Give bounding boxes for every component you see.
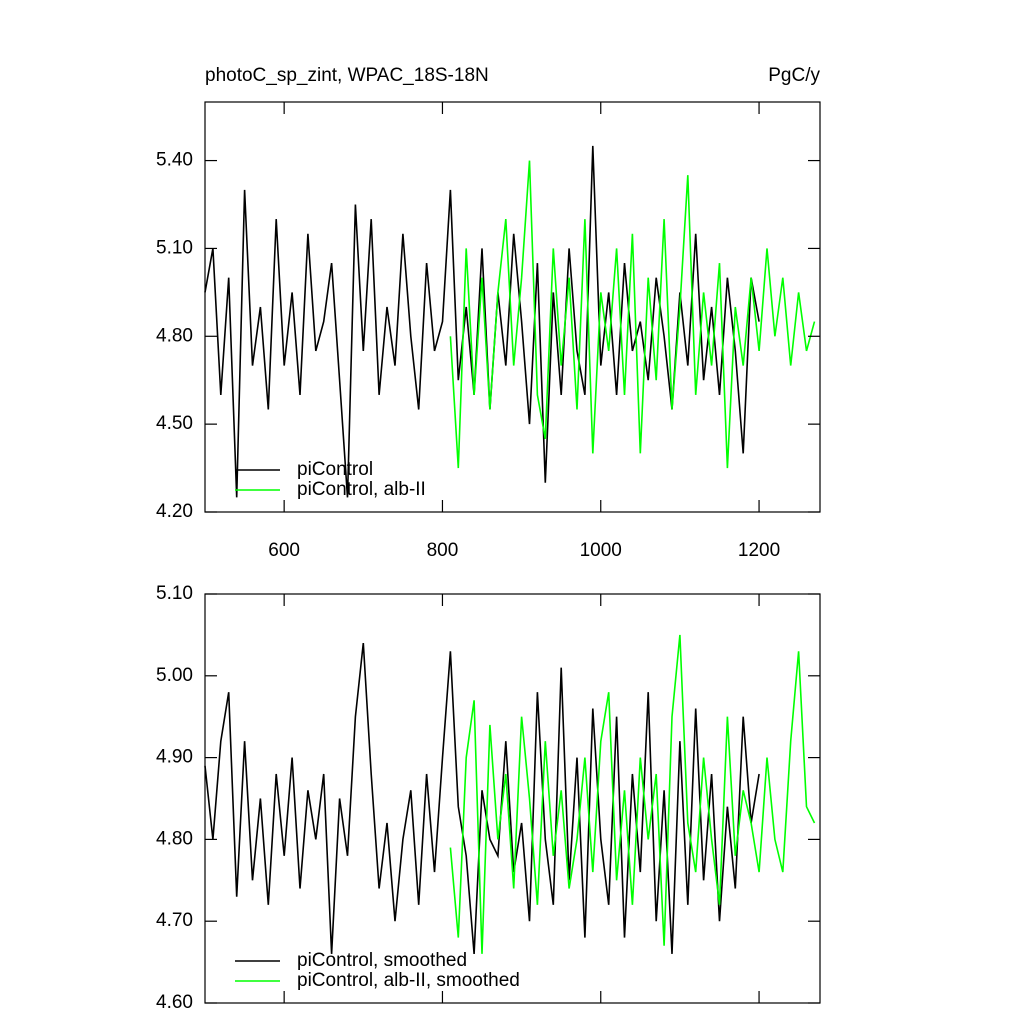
x-tick-label: 1000 (580, 540, 622, 561)
y-tick-label: 5.40 (156, 150, 193, 171)
units-label: PgC/y (768, 65, 820, 86)
data-line (449, 160, 816, 469)
y-tick-label: 4.50 (156, 413, 193, 434)
chart-title: photoC_sp_zint, WPAC_18S-18N (205, 65, 489, 86)
y-tick-label: 4.60 (156, 992, 193, 1013)
y-tick-label: 4.80 (156, 828, 193, 849)
y-tick-label: 5.00 (156, 665, 193, 686)
y-tick-label: 4.80 (156, 325, 193, 346)
legend-label: piControl, smoothed (297, 950, 467, 971)
legend-label: piControl, alb-II (297, 479, 426, 500)
legend-label: piControl, alb-II, smoothed (297, 970, 520, 991)
y-tick-label: 5.10 (156, 583, 193, 604)
legend-label: piControl (297, 459, 373, 480)
x-tick-label: 600 (268, 540, 300, 561)
plot-frame (204, 101, 821, 513)
data-line (204, 145, 760, 498)
x-tick-label: 800 (427, 540, 459, 561)
x-tick-label: 1200 (738, 540, 780, 561)
y-tick-label: 4.70 (156, 910, 193, 931)
data-line (204, 643, 760, 954)
y-tick-label: 4.90 (156, 747, 193, 768)
y-tick-label: 4.20 (156, 501, 193, 522)
data-line (449, 634, 816, 954)
y-tick-label: 5.10 (156, 237, 193, 258)
plot-frame (204, 593, 821, 1004)
